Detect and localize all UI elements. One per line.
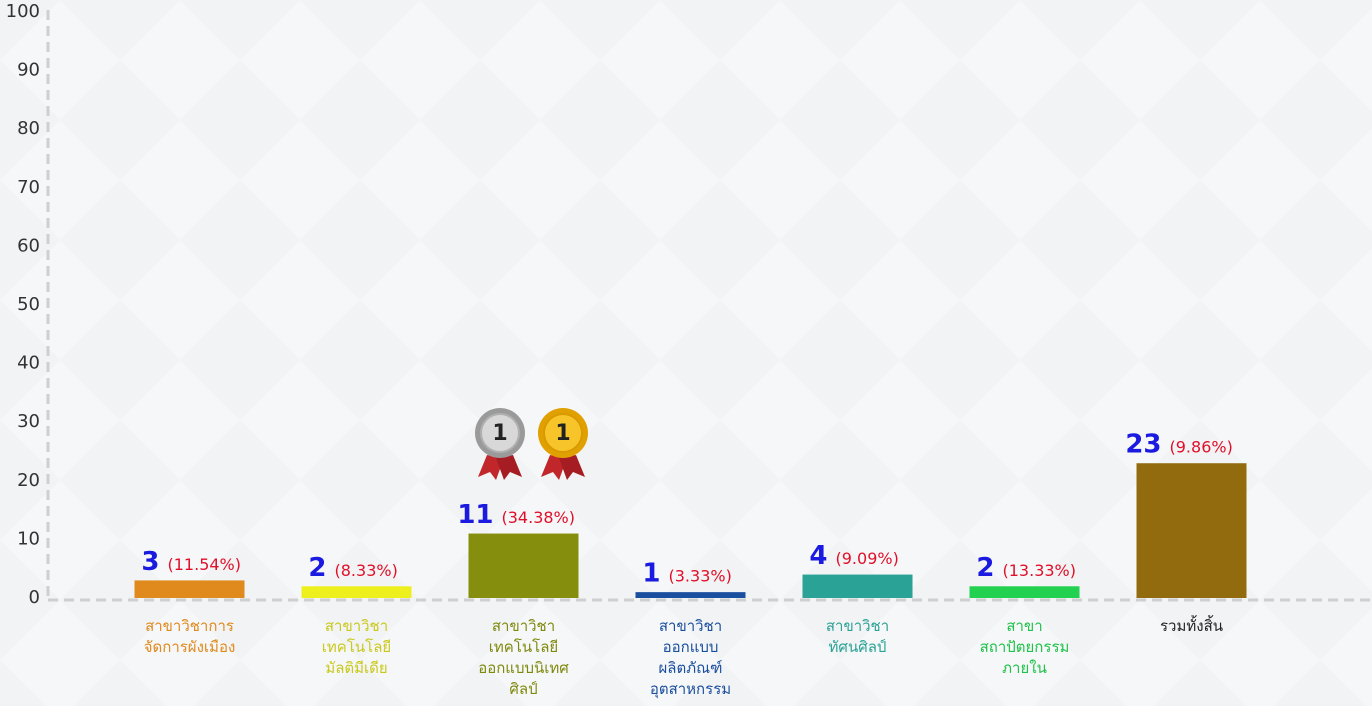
x-tick-label: สาขาวิชาการ จัดการผังเมือง <box>143 617 236 656</box>
x-tick-label: สาขาวิชา เทคโนโลยี มัลติมีเดีย <box>321 617 392 677</box>
y-tick-label: 70 <box>17 177 40 198</box>
x-tick-label: สาขาวิชา ทัศนศิลป์ <box>825 617 890 656</box>
percent-label: (11.54%) <box>168 555 242 574</box>
y-tick-label: 90 <box>17 60 40 81</box>
bar <box>969 586 1080 598</box>
y-tick-label: 100 <box>6 1 40 22</box>
percent-label: (8.33%) <box>335 561 398 580</box>
y-tick-label: 0 <box>29 587 40 608</box>
bar <box>802 574 913 598</box>
value-label: 11 <box>457 500 493 530</box>
percent-label: (13.33%) <box>1003 561 1077 580</box>
value-label: 2 <box>976 553 994 583</box>
medal-label: 1 <box>555 421 570 446</box>
y-tick-label: 10 <box>17 528 40 549</box>
percent-label: (3.33%) <box>669 567 732 586</box>
y-tick-label: 30 <box>17 411 40 432</box>
y-tick-label: 40 <box>17 353 40 374</box>
y-tick-label: 20 <box>17 470 40 491</box>
value-label: 1 <box>642 559 660 589</box>
x-tick-label: สาขาวิชา เทคโนโลยี ออกแบบนิเทศ ศิลป์ <box>478 617 569 698</box>
percent-label: (9.86%) <box>1170 438 1233 457</box>
medal: 1 <box>475 408 525 480</box>
bar <box>1136 463 1247 598</box>
y-tick-label: 60 <box>17 235 40 256</box>
value-label: 23 <box>1125 430 1161 460</box>
bar <box>134 580 245 598</box>
y-tick-label: 50 <box>17 294 40 315</box>
x-tick-label: รวมทั้งสิ้น <box>1160 617 1223 635</box>
x-tick-label: สาขาวิชา ออกแบบ ผลิตภัณฑ์ อุตสาหกรรม <box>649 617 732 698</box>
bar <box>301 586 412 598</box>
bar <box>468 533 579 598</box>
percent-label: (34.38%) <box>502 508 576 527</box>
value-label: 3 <box>141 547 159 577</box>
bar <box>635 592 746 598</box>
value-label: 4 <box>809 541 827 571</box>
x-tick-label: สาขา สถาปัตยกรรม ภายใน <box>979 617 1070 677</box>
value-label: 2 <box>308 553 326 583</box>
y-tick-label: 80 <box>17 118 40 139</box>
medal-label: 1 <box>492 421 507 446</box>
percent-label: (9.09%) <box>836 549 899 568</box>
medal: 1 <box>538 408 588 480</box>
